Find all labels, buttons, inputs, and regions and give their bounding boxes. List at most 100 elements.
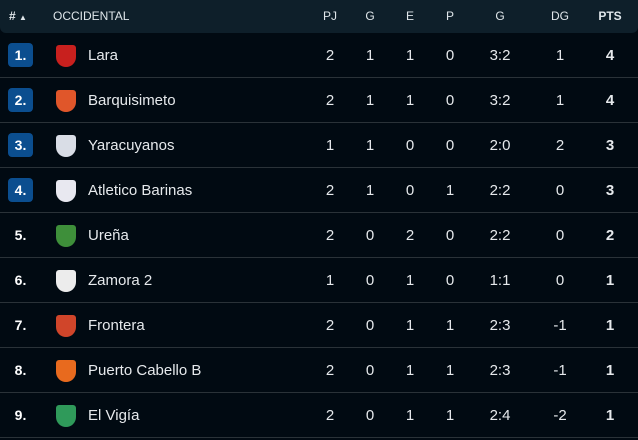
stat-p: 1 [445, 182, 455, 199]
table-row[interactable]: 6. Zamora 2 1 0 1 0 1:1 0 1 [0, 258, 638, 303]
stat-goals: 2:3 [489, 362, 511, 379]
team-name[interactable]: Atletico Barinas [88, 182, 193, 199]
stat-goals: 1:1 [489, 272, 511, 289]
sort-up-icon: ▲ [19, 13, 27, 22]
stat-dg: -1 [553, 317, 567, 334]
rank-badge: 8. [14, 362, 27, 378]
team-name[interactable]: Barquisimeto [88, 92, 176, 109]
col-g[interactable]: G [365, 9, 375, 23]
table-row[interactable]: 8. Puerto Cabello B 2 0 1 1 2:3 -1 1 [0, 348, 638, 393]
stat-pj: 1 [325, 272, 335, 289]
stat-pts: 1 [605, 272, 615, 289]
stat-g: 1 [365, 47, 375, 64]
stat-p: 0 [445, 47, 455, 64]
stat-pj: 2 [325, 182, 335, 199]
table-row[interactable]: 5. Ureña 2 0 2 0 2:2 0 2 [0, 213, 638, 258]
rank-badge: 2. [8, 88, 33, 112]
team-name[interactable]: Ureña [88, 227, 129, 244]
team-name[interactable]: Puerto Cabello B [88, 362, 202, 379]
stat-pj: 2 [325, 317, 335, 334]
team-logo-icon [56, 270, 76, 292]
stat-e: 1 [405, 362, 415, 379]
stat-g: 0 [365, 227, 375, 244]
col-pj[interactable]: PJ [322, 9, 338, 23]
stat-g: 0 [365, 407, 375, 424]
rank-badge: 3. [8, 133, 33, 157]
stat-e: 0 [405, 182, 415, 199]
stat-e: 1 [405, 272, 415, 289]
stat-g: 1 [365, 137, 375, 154]
stat-e: 1 [405, 92, 415, 109]
rank-badge: 9. [14, 407, 27, 423]
table-row[interactable]: 1. Lara 2 1 1 0 3:2 1 4 [0, 33, 638, 78]
team-logo-icon [56, 135, 76, 157]
team-name[interactable]: El Vigía [88, 407, 140, 424]
rank-badge: 1. [8, 43, 33, 67]
stat-pts: 1 [605, 362, 615, 379]
table-row[interactable]: 2. Barquisimeto 2 1 1 0 3:2 1 4 [0, 78, 638, 123]
team-logo-icon [56, 90, 76, 112]
stat-pj: 2 [325, 362, 335, 379]
group-title: OCCIDENTAL [53, 9, 130, 23]
stat-pj: 2 [325, 92, 335, 109]
table-header: # ▲ OCCIDENTAL PJ G E P G DG PTS [0, 0, 638, 33]
team-logo-icon [56, 315, 76, 337]
stat-dg: -1 [553, 362, 567, 379]
stat-p: 0 [445, 227, 455, 244]
stat-e: 1 [405, 47, 415, 64]
stat-pts: 1 [605, 317, 615, 334]
stat-p: 1 [445, 407, 455, 424]
rank-sort-header[interactable]: # ▲ [9, 9, 27, 23]
stat-pts: 2 [605, 227, 615, 244]
col-goals[interactable]: G [495, 9, 505, 23]
stat-goals: 2:2 [489, 182, 511, 199]
stat-p: 0 [445, 137, 455, 154]
stat-dg: 1 [555, 92, 565, 109]
stat-pj: 1 [325, 137, 335, 154]
team-logo-icon [56, 405, 76, 427]
team-logo-icon [56, 180, 76, 202]
rank-badge: 5. [14, 227, 27, 243]
stat-e: 1 [405, 407, 415, 424]
stat-g: 0 [365, 362, 375, 379]
stat-dg: 0 [555, 272, 565, 289]
stat-g: 0 [365, 272, 375, 289]
team-logo-icon [56, 360, 76, 382]
stat-pts: 3 [605, 137, 615, 154]
table-row[interactable]: 7. Frontera 2 0 1 1 2:3 -1 1 [0, 303, 638, 348]
stat-goals: 2:2 [489, 227, 511, 244]
table-row[interactable]: 3. Yaracuyanos 1 1 0 0 2:0 2 3 [0, 123, 638, 168]
stat-pj: 2 [325, 227, 335, 244]
col-pts[interactable]: PTS [598, 9, 622, 23]
rank-badge: 4. [8, 178, 33, 202]
team-name[interactable]: Frontera [88, 317, 145, 334]
team-logo-icon [56, 225, 76, 247]
team-logo-icon [56, 45, 76, 67]
stat-pts: 4 [605, 92, 615, 109]
col-dg[interactable]: DG [551, 9, 569, 23]
stat-g: 1 [365, 92, 375, 109]
stat-pj: 2 [325, 407, 335, 424]
stat-e: 1 [405, 317, 415, 334]
stat-pj: 2 [325, 47, 335, 64]
team-name[interactable]: Lara [88, 47, 119, 64]
team-name[interactable]: Yaracuyanos [88, 137, 175, 154]
stat-dg: -2 [553, 407, 567, 424]
rank-badge: 7. [14, 317, 27, 333]
stat-p: 0 [445, 272, 455, 289]
stat-p: 0 [445, 92, 455, 109]
col-e[interactable]: E [405, 9, 415, 23]
stat-pts: 1 [605, 407, 615, 424]
team-name[interactable]: Zamora 2 [88, 272, 153, 289]
stat-g: 1 [365, 182, 375, 199]
stat-goals: 2:4 [489, 407, 511, 424]
table-row[interactable]: 4. Atletico Barinas 2 1 0 1 2:2 0 3 [0, 168, 638, 213]
stat-dg: 0 [555, 227, 565, 244]
stat-e: 0 [405, 137, 415, 154]
stat-g: 0 [365, 317, 375, 334]
stat-pts: 3 [605, 182, 615, 199]
stat-e: 2 [405, 227, 415, 244]
table-row[interactable]: 9. El Vigía 2 0 1 1 2:4 -2 1 [0, 393, 638, 438]
col-p[interactable]: P [445, 9, 455, 23]
stat-p: 1 [445, 317, 455, 334]
